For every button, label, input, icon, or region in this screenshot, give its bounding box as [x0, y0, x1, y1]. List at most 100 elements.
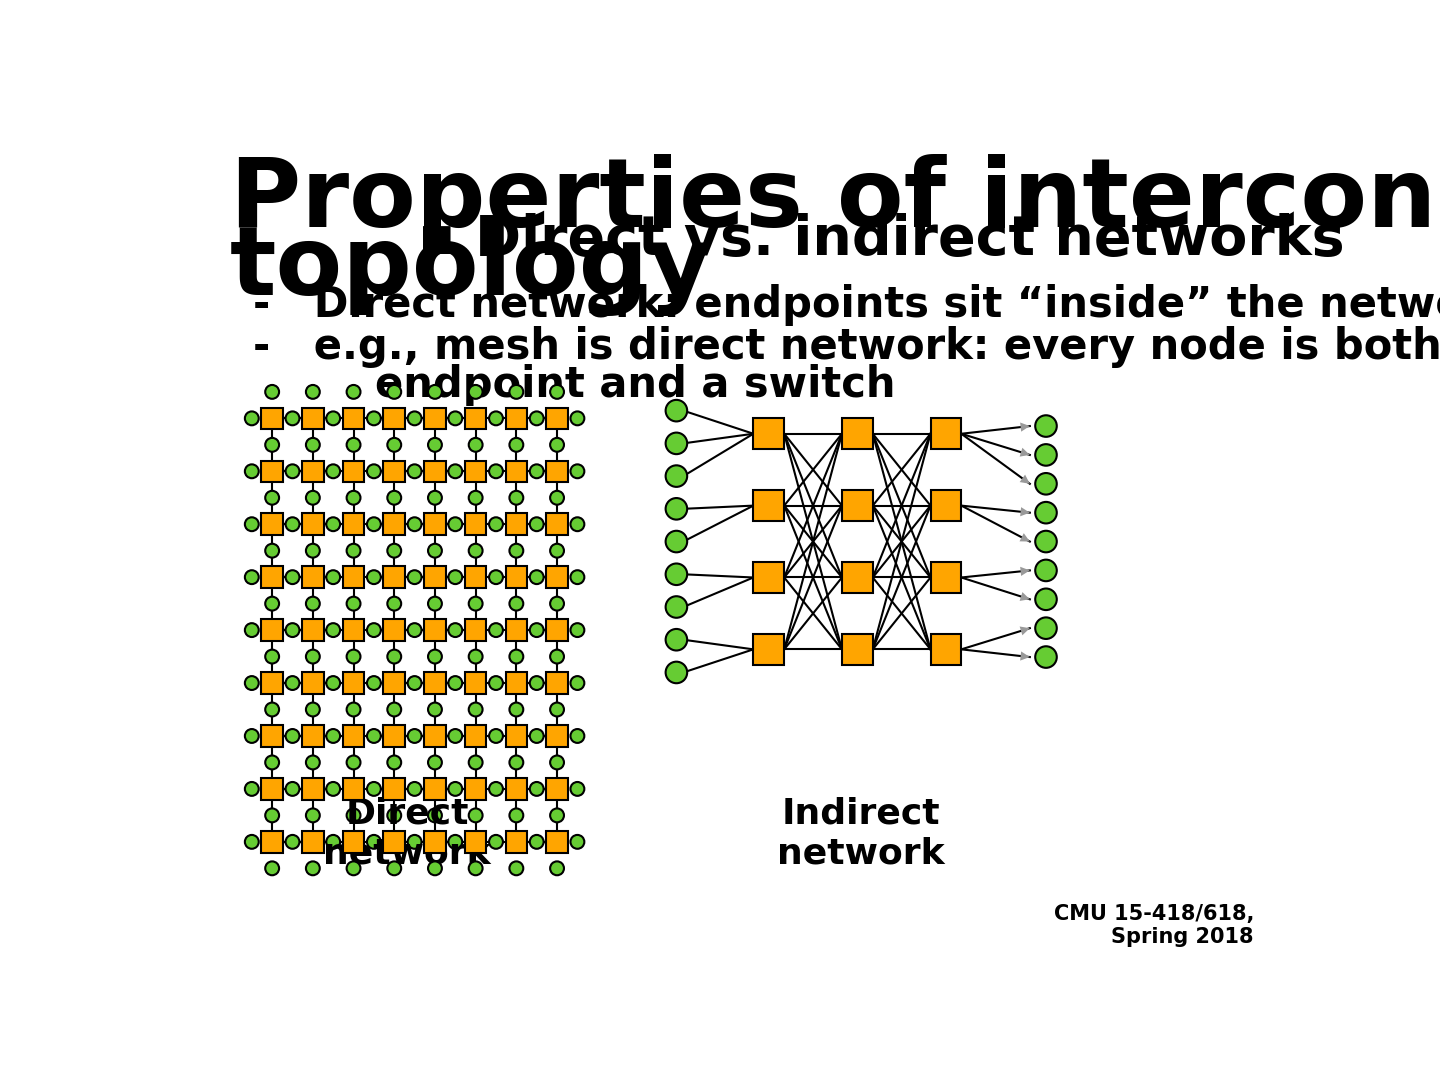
Circle shape: [530, 729, 544, 743]
Circle shape: [469, 809, 482, 822]
Circle shape: [347, 490, 360, 504]
Circle shape: [448, 464, 462, 478]
Text: -   e.g., mesh is direct network: every node is both an: - e.g., mesh is direct network: every no…: [253, 326, 1440, 368]
Bar: [383, 407, 405, 429]
Bar: [930, 490, 962, 521]
Circle shape: [305, 809, 320, 822]
Circle shape: [1035, 646, 1057, 667]
Circle shape: [448, 729, 462, 743]
Circle shape: [367, 411, 380, 426]
Bar: [343, 566, 364, 588]
Circle shape: [448, 411, 462, 426]
Bar: [383, 513, 405, 535]
Circle shape: [387, 597, 402, 610]
Circle shape: [570, 411, 585, 426]
Bar: [753, 418, 785, 449]
Circle shape: [490, 570, 503, 584]
Circle shape: [245, 835, 259, 849]
Circle shape: [347, 543, 360, 557]
Bar: [302, 513, 324, 535]
Circle shape: [245, 517, 259, 531]
Bar: [425, 778, 446, 799]
Circle shape: [1035, 416, 1057, 436]
Bar: [343, 460, 364, 482]
Text: -   Direct network: endpoints sit “inside” the network: - Direct network: endpoints sit “inside”…: [253, 284, 1440, 325]
Circle shape: [387, 703, 402, 716]
Circle shape: [550, 437, 564, 451]
Circle shape: [469, 597, 482, 610]
Circle shape: [1035, 618, 1057, 639]
Circle shape: [448, 782, 462, 796]
Circle shape: [510, 862, 523, 875]
Circle shape: [510, 809, 523, 822]
Circle shape: [265, 650, 279, 663]
Circle shape: [570, 676, 585, 690]
Circle shape: [408, 570, 422, 584]
Polygon shape: [1020, 592, 1030, 600]
Circle shape: [367, 464, 380, 478]
Bar: [505, 460, 527, 482]
Bar: [383, 832, 405, 852]
Circle shape: [530, 676, 544, 690]
Circle shape: [367, 782, 380, 796]
Bar: [262, 513, 282, 535]
Bar: [505, 778, 527, 799]
Circle shape: [550, 650, 564, 663]
Bar: [753, 634, 785, 665]
Bar: [842, 634, 873, 665]
Bar: [842, 562, 873, 593]
Circle shape: [428, 597, 442, 610]
Circle shape: [570, 835, 585, 849]
Circle shape: [510, 543, 523, 557]
Circle shape: [550, 597, 564, 610]
Bar: [425, 407, 446, 429]
Circle shape: [448, 517, 462, 531]
Circle shape: [1035, 473, 1057, 495]
Circle shape: [285, 464, 300, 478]
Bar: [383, 619, 405, 640]
Bar: [546, 778, 567, 799]
Circle shape: [1035, 502, 1057, 524]
Circle shape: [428, 809, 442, 822]
Circle shape: [387, 384, 402, 399]
Bar: [425, 619, 446, 640]
Bar: [930, 562, 962, 593]
Circle shape: [530, 464, 544, 478]
Circle shape: [265, 437, 279, 451]
Circle shape: [510, 703, 523, 716]
Circle shape: [1035, 444, 1057, 465]
Text: Direct
network: Direct network: [323, 797, 491, 870]
Bar: [505, 725, 527, 746]
Circle shape: [285, 517, 300, 531]
Bar: [302, 832, 324, 852]
Circle shape: [428, 490, 442, 504]
Circle shape: [367, 517, 380, 531]
Bar: [465, 566, 487, 588]
Bar: [465, 778, 487, 799]
Circle shape: [408, 782, 422, 796]
Circle shape: [665, 564, 687, 585]
Bar: [383, 566, 405, 588]
Text: ▪ Direct vs. indirect networks: ▪ Direct vs. indirect networks: [419, 213, 1345, 267]
Circle shape: [347, 756, 360, 769]
Circle shape: [387, 862, 402, 875]
Circle shape: [387, 809, 402, 822]
Circle shape: [530, 623, 544, 637]
Circle shape: [367, 676, 380, 690]
Circle shape: [245, 623, 259, 637]
Text: Properties of interconnect: Properties of interconnect: [230, 154, 1440, 247]
Circle shape: [327, 729, 340, 743]
Circle shape: [265, 490, 279, 504]
Circle shape: [550, 862, 564, 875]
Circle shape: [245, 676, 259, 690]
Polygon shape: [1020, 422, 1030, 432]
Bar: [262, 725, 282, 746]
Bar: [930, 634, 962, 665]
Bar: [343, 672, 364, 693]
Circle shape: [327, 676, 340, 690]
Circle shape: [327, 623, 340, 637]
Circle shape: [265, 756, 279, 769]
Circle shape: [327, 517, 340, 531]
Circle shape: [469, 437, 482, 451]
Bar: [465, 513, 487, 535]
